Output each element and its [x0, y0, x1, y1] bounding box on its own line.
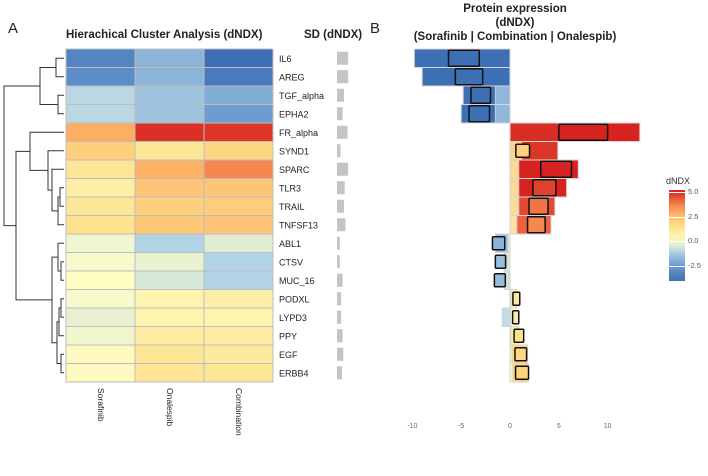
- sd-bar: [337, 70, 349, 84]
- bar-onalespib: [501, 307, 511, 327]
- sd-bar: [337, 51, 349, 65]
- legend-tick-label: 0.0: [688, 236, 699, 246]
- sd-bar: [337, 144, 341, 158]
- sd-bar: [337, 125, 348, 139]
- legend-gradient: [669, 190, 685, 281]
- row-label: PPY: [279, 331, 297, 341]
- legend-tick-label: -2.5: [688, 261, 701, 271]
- row-label: LYPD3: [279, 313, 307, 323]
- sd-bar: [337, 88, 344, 102]
- bar-sorafinib: [509, 326, 512, 346]
- bar-sorafinib: [509, 178, 520, 198]
- bar-combination: [491, 236, 506, 251]
- dendrogram: [3, 57, 64, 374]
- bar-combination: [511, 310, 520, 325]
- sd-bar: [337, 107, 343, 121]
- row-label: IL6: [279, 54, 292, 64]
- bar-combination: [494, 254, 507, 269]
- row-label: TLR3: [279, 183, 301, 193]
- row-label: PODXL: [279, 294, 310, 304]
- bar-sorafinib: [507, 233, 511, 253]
- bar-sorafinib: [509, 215, 518, 235]
- row-label: TRAIL: [279, 202, 305, 212]
- row-label: SYND1: [279, 146, 309, 156]
- legend-tick-label: 2.5: [688, 211, 699, 221]
- row-label: SPARC: [279, 165, 310, 175]
- sd-bar: [337, 292, 342, 306]
- row-label: ABL1: [279, 239, 301, 249]
- bar-combination: [515, 143, 531, 158]
- bar-sorafinib: [509, 159, 520, 179]
- legend-tick-mark: [669, 191, 685, 193]
- bar-chart-title: Protein expression (dNDX) (Sorafinib | C…: [395, 2, 635, 44]
- heatmap-title: Hierachical Cluster Analysis (dNDX): [66, 29, 263, 41]
- bar-combination: [493, 273, 507, 288]
- sd-bar: [337, 366, 342, 380]
- bar-combination: [470, 86, 492, 104]
- sd-bar: [337, 255, 340, 269]
- sd-bar: [337, 310, 342, 324]
- sd-bar: [337, 236, 340, 250]
- bar-sorafinib: [509, 289, 512, 309]
- bar-title-line-1: Protein expression: [463, 3, 567, 15]
- row-label: EGF: [279, 350, 298, 360]
- row-label: EPHA2: [279, 109, 309, 119]
- sd-bar: [337, 199, 344, 213]
- dendrogram-branch: [3, 85, 40, 227]
- bar-combination: [526, 216, 546, 234]
- color-legend: dNDX 5.0 2.5 0.0 -2.5: [660, 176, 708, 286]
- panel-label-b: B: [370, 20, 381, 37]
- row-label: TNFSF13: [279, 220, 318, 230]
- bar-combination: [514, 347, 528, 362]
- bar-sorafinib: [509, 307, 512, 327]
- bar-combination: [532, 179, 557, 197]
- bar-combination: [513, 328, 525, 343]
- legend-tick-mark: [669, 266, 685, 268]
- sd-bar: [337, 273, 343, 287]
- row-label: ERBB4: [279, 368, 309, 378]
- bar-sorafinib: [494, 104, 511, 124]
- bar-sorafinib: [509, 122, 560, 142]
- bar-sorafinib: [509, 363, 514, 383]
- row-label: FR_alpha: [279, 128, 318, 138]
- bar-combination: [514, 365, 530, 380]
- bar-sorafinib: [494, 85, 511, 105]
- bar-combination: [454, 68, 484, 86]
- bar-title-line-3: (Sorafinib | Combination | Onalespib): [413, 31, 617, 43]
- panel-label-a: A: [8, 20, 19, 37]
- sd-bar: [337, 181, 345, 195]
- row-label: TGF_alpha: [279, 91, 324, 101]
- bar-combination: [539, 160, 573, 178]
- bar-combination: [558, 123, 609, 141]
- bar-sorafinib: [509, 196, 520, 216]
- sd-bar: [337, 218, 346, 232]
- bar-combination: [512, 291, 521, 306]
- row-label: MUC_16: [279, 276, 315, 286]
- row-label: AREG: [279, 72, 305, 82]
- bar-sorafinib: [508, 270, 511, 290]
- bar-title-line-2: (dNDX): [495, 17, 535, 29]
- bar-combination: [447, 49, 481, 67]
- sd-title: SD (dNDX): [304, 29, 363, 41]
- legend-tick-mark: [669, 241, 685, 243]
- sd-bar: [337, 347, 344, 361]
- bar-combination: [468, 105, 491, 123]
- legend-title: dNDX: [666, 176, 691, 186]
- bar-combination: [528, 197, 549, 215]
- heatmap-cell: [203, 363, 274, 383]
- sd-bar: [337, 162, 349, 176]
- row-label: CTSV: [279, 257, 303, 267]
- sd-bar: [337, 329, 343, 343]
- legend-tick-mark: [669, 216, 685, 218]
- bar-sorafinib: [507, 252, 511, 272]
- legend-tick-label: 5.0: [688, 186, 699, 196]
- bar-sorafinib: [509, 344, 513, 364]
